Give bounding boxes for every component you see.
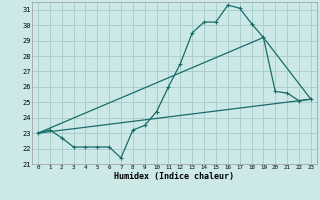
X-axis label: Humidex (Indice chaleur): Humidex (Indice chaleur) xyxy=(115,172,234,181)
